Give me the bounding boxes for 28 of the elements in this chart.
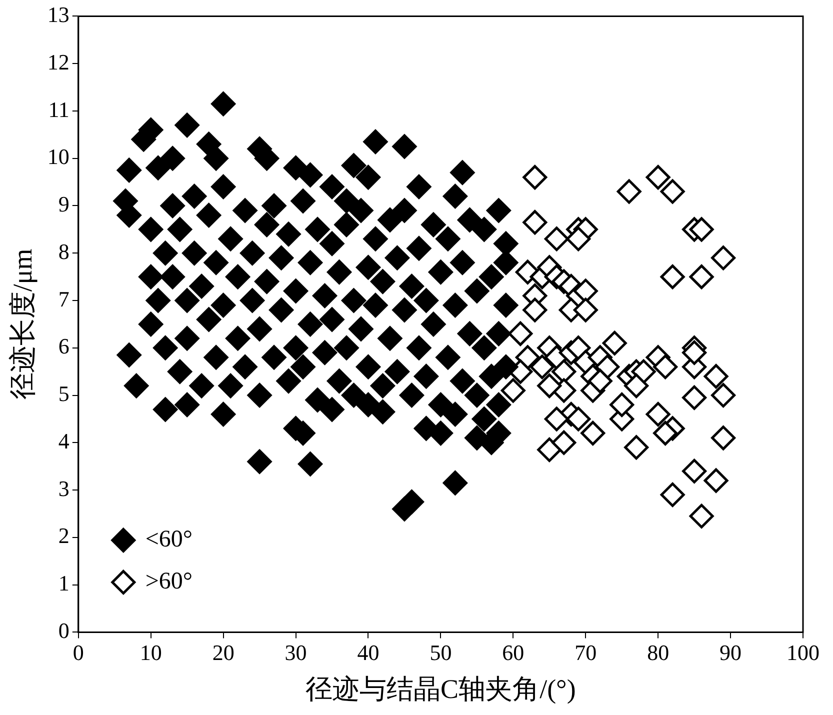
- y-tick-label: 11: [48, 96, 70, 122]
- y-tick-label: 9: [58, 192, 70, 217]
- y-tick-label: 7: [58, 286, 70, 312]
- y-tick-label: 4: [58, 428, 70, 454]
- y-tick-label: 8: [58, 238, 70, 264]
- y-tick-label: 12: [47, 49, 70, 74]
- y-tick-label: 0: [58, 618, 70, 643]
- y-tick-label: 3: [58, 476, 70, 501]
- y-tick-label: 2: [58, 523, 70, 548]
- x-tick-label: 50: [430, 640, 452, 666]
- x-tick-label: 60: [502, 640, 524, 666]
- x-axis-title: 径迹与结晶C轴夹角/(°): [306, 674, 576, 704]
- x-tick-label: 40: [357, 640, 380, 666]
- x-tick-label: 20: [212, 640, 234, 666]
- x-tick-label: 30: [284, 640, 307, 666]
- x-tick-label: 10: [140, 640, 162, 666]
- x-tick-label: 70: [574, 640, 597, 666]
- x-tick-label: 100: [786, 640, 820, 666]
- x-tick-label: 90: [720, 640, 742, 666]
- x-tick-label: 80: [647, 640, 670, 666]
- legend-label: >60°: [145, 568, 193, 594]
- y-tick-label: 5: [58, 381, 70, 406]
- legend-label: <60°: [145, 526, 193, 552]
- y-tick-label: 6: [58, 334, 70, 359]
- y-tick-label: 13: [47, 2, 70, 27]
- y-tick-label: 10: [47, 144, 70, 170]
- y-tick-label: 1: [58, 570, 70, 596]
- y-axis-title: 径迹长度/μm: [7, 248, 38, 400]
